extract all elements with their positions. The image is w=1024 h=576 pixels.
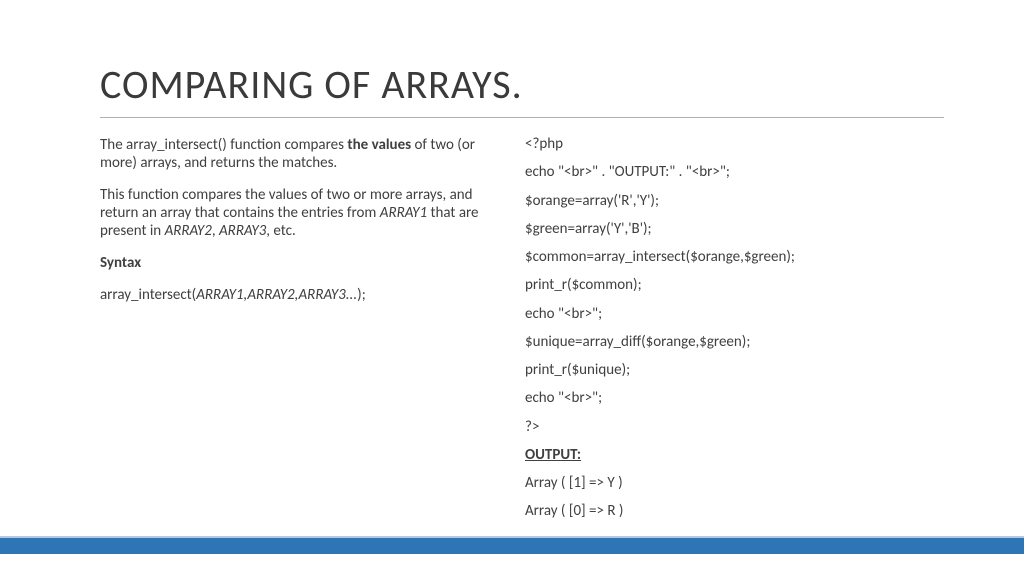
content-columns: The array_intersect() function compares …: [100, 136, 944, 532]
text: The array_intersect() function compares: [100, 136, 347, 154]
left-column: The array_intersect() function compares …: [100, 136, 495, 532]
output-heading: OUTPUT:: [525, 447, 944, 464]
text: , etc.: [266, 222, 296, 240]
text: );: [357, 286, 366, 304]
code-line: $common=array_intersect($orange,$green);: [525, 249, 944, 266]
code-line: <?php: [525, 136, 944, 153]
code-line: print_r($common);: [525, 277, 944, 294]
code-line: $green=array('Y','B');: [525, 221, 944, 238]
code-line: echo "<br>" . "OUTPUT:" . "<br>";: [525, 164, 944, 181]
right-column: <?php echo "<br>" . "OUTPUT:" . "<br>"; …: [525, 136, 944, 532]
text-italic: ARRAY1: [380, 204, 427, 222]
code-line: echo "<br>";: [525, 390, 944, 407]
slide-title: COMPARING OF ARRAYS.: [100, 60, 944, 118]
code-line: $orange=array('R','Y');: [525, 193, 944, 210]
code-line: echo "<br>";: [525, 306, 944, 323]
text-bold: the values: [347, 136, 411, 154]
code-line: print_r($unique);: [525, 362, 944, 379]
intro-paragraph: The array_intersect() function compares …: [100, 136, 495, 172]
text: ,: [212, 222, 219, 240]
output-line: Array ( [0] => R ): [525, 503, 944, 520]
code-line: ?>: [525, 419, 944, 436]
text: array_intersect(: [100, 286, 196, 304]
code-line: $unique=array_diff($orange,$green);: [525, 334, 944, 351]
footer-accent-bar: [0, 536, 1024, 554]
text-underline: OUTPUT:: [525, 446, 581, 464]
syntax-heading: Syntax: [100, 254, 495, 272]
slide-body: COMPARING OF ARRAYS. The array_intersect…: [0, 0, 1024, 532]
text-italic: ARRAY2: [165, 222, 212, 240]
syntax-line: array_intersect(ARRAY1,ARRAY2,ARRAY3...)…: [100, 286, 495, 304]
text-bold: Syntax: [100, 254, 141, 272]
output-line: Array ( [1] => Y ): [525, 475, 944, 492]
text-italic: ARRAY3: [219, 222, 266, 240]
description-paragraph: This function compares the values of two…: [100, 186, 495, 240]
text-italic: ARRAY1,ARRAY2,ARRAY3...: [196, 286, 357, 304]
